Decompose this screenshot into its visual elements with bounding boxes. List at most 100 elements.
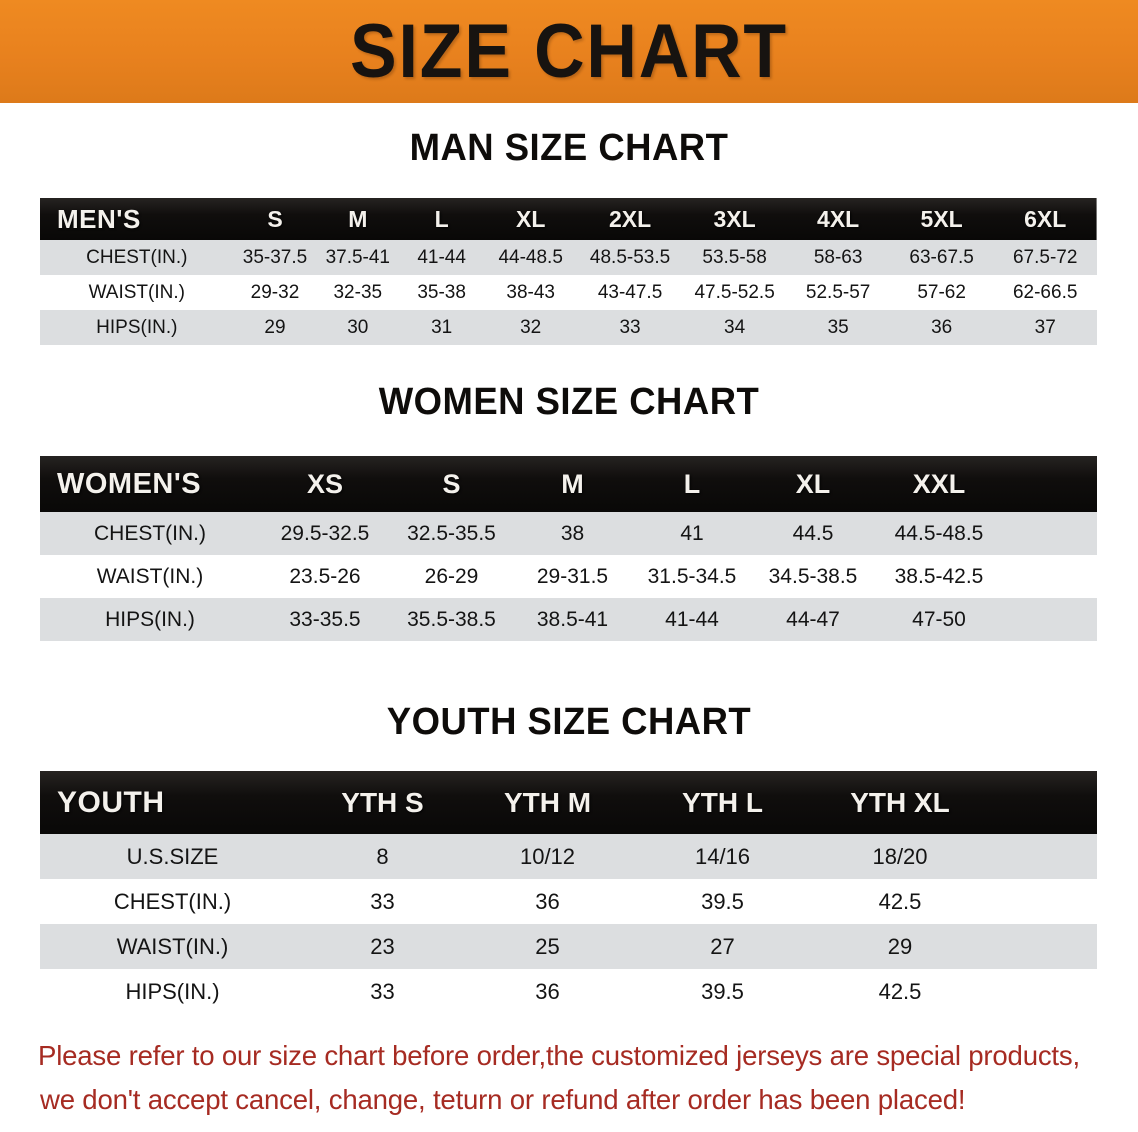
men-col-header: 5XL [920,205,963,232]
table-row: HIPS(IN.) 33-35.5 35.5-38.5 38.5-41 41-4… [40,598,1097,641]
cell: 67.5-72 [1012,246,1078,268]
table-row: CHEST(IN.) 29.5-32.5 32.5-35.5 38 41 44.… [40,512,1097,555]
cell-spacer [990,879,1097,924]
cell: 36 [535,888,560,914]
cell: 34.5-38.5 [768,564,858,588]
women-size-table: WOMEN'S XS S M L XL XXL CHEST(IN.) 29.5-… [40,456,1097,641]
cell: 8 [376,843,389,869]
men-size-table: MEN'S S M L XL 2XL 3XL 4XL 5XL 6XL CHEST… [40,198,1097,345]
table-header-row: WOMEN'S XS S M L XL XXL [40,456,1097,512]
women-col-header: XXL [912,468,966,499]
cell: 53.5-58 [702,246,767,268]
men-table-body: CHEST(IN.) 35-37.5 37.5-41 41-44 44-48.5… [40,240,1097,345]
disclaimer-text: Please refer to our size chart before or… [38,1034,1087,1122]
cell: 29 [887,933,913,959]
section-title-man: MAN SIZE CHART [409,127,729,169]
men-col-header: M [348,205,368,232]
men-table-header: MEN'S S M L XL 2XL 3XL 4XL 5XL 6XL [40,198,1097,240]
cell: 52.5-57 [805,281,871,303]
women-col-header-spacer [1004,456,1097,512]
cell: 32 [520,316,542,338]
disclaimer-line-2: we don't accept cancel, change, teturn o… [39,1084,966,1115]
youth-corner-label: YOUTH [57,785,165,819]
table-row: U.S.SIZE 8 10/12 14/16 18/20 [40,834,1097,879]
cell: 57-62 [917,281,966,303]
page-banner: SIZE CHART [0,0,1138,103]
table-row: CHEST(IN.) 33 36 39.5 42.5 [40,879,1097,924]
cell: 36 [931,316,953,338]
table-row: HIPS(IN.) 29 30 31 32 33 34 35 36 37 [40,310,1097,345]
youth-col-header: YTH L [682,786,763,818]
cell: 38.5-42.5 [894,564,984,588]
table-row: WAIST(IN.) 23 25 27 29 [40,924,1097,969]
men-col-header: 3XL [713,205,756,232]
cell: 23 [370,933,395,959]
cell: 37 [1034,316,1056,338]
row-label: HIPS(IN.) [105,607,195,631]
section-title-women: WOMEN SIZE CHART [378,381,760,423]
women-col-header: L [683,468,701,499]
men-col-header: 6XL [1024,205,1067,232]
cell: 29 [264,316,286,338]
cell: 33 [370,888,395,914]
cell: 29-32 [250,281,300,303]
men-col-header: L [434,205,449,232]
row-label: WAIST(IN.) [116,933,229,959]
row-label: CHEST(IN.) [113,888,232,914]
cell: 35 [827,316,849,338]
table-row: WAIST(IN.) 23.5-26 26-29 29-31.5 31.5-34… [40,555,1097,598]
table-row: CHEST(IN.) 35-37.5 37.5-41 41-44 44-48.5… [40,240,1097,275]
cell: 38.5-41 [536,607,609,631]
cell-spacer [1004,598,1097,641]
row-label: WAIST(IN.) [96,564,204,588]
cell: 31.5-34.5 [647,564,737,588]
table-row: HIPS(IN.) 33 36 39.5 42.5 [40,969,1097,1014]
section-title-youth: YOUTH SIZE CHART [386,701,752,743]
cell: 38 [560,521,585,545]
youth-col-header: YTH M [503,786,592,818]
youth-col-header: YTH S [341,786,424,818]
youth-col-header-spacer [990,771,1097,834]
cell: 33 [370,978,395,1004]
cell: 39.5 [701,888,744,914]
cell: 26-29 [424,564,479,588]
cell: 14/16 [694,843,751,869]
men-col-header: XL [515,205,546,232]
cell: 34 [724,316,746,338]
cell: 41-44 [665,607,719,631]
cell: 37.5-41 [325,246,391,268]
cell: 41-44 [417,246,466,268]
youth-col-header: YTH XL [850,786,950,818]
cell: 41 [680,521,704,545]
men-col-header: 2XL [608,205,652,232]
cell: 23.5-26 [289,564,361,588]
cell: 35.5-38.5 [407,607,496,631]
cell: 31 [431,316,453,338]
cell-spacer [1004,555,1097,598]
cell: 33 [619,316,641,338]
page-title: SIZE CHART [350,8,788,94]
cell-spacer [990,924,1097,969]
cell: 25 [535,933,560,959]
row-label: HIPS(IN.) [96,316,178,338]
women-col-header: XS [306,468,344,499]
cell: 29-31.5 [536,564,609,588]
men-col-header: 4XL [817,205,860,232]
disclaimer-line-1: Please refer to our size chart before or… [38,1040,1080,1071]
row-label: CHEST(IN.) [86,246,188,268]
cell-spacer [990,969,1097,1014]
cell: 36 [535,978,560,1004]
cell: 44-47 [786,607,840,631]
women-table-body: CHEST(IN.) 29.5-32.5 32.5-35.5 38 41 44.… [40,512,1097,641]
cell: 63-67.5 [909,246,974,268]
youth-table-body: U.S.SIZE 8 10/12 14/16 18/20 CHEST(IN.) … [40,834,1097,1014]
cell: 47.5-52.5 [694,281,775,303]
men-corner-label: MEN'S [57,203,141,234]
table-header-row: MEN'S S M L XL 2XL 3XL 4XL 5XL 6XL [40,198,1097,240]
cell: 43-47.5 [597,281,663,303]
cell: 35-37.5 [242,246,308,268]
cell: 42.5 [878,888,922,914]
cell: 30 [347,316,369,338]
cell: 42.5 [878,978,922,1004]
